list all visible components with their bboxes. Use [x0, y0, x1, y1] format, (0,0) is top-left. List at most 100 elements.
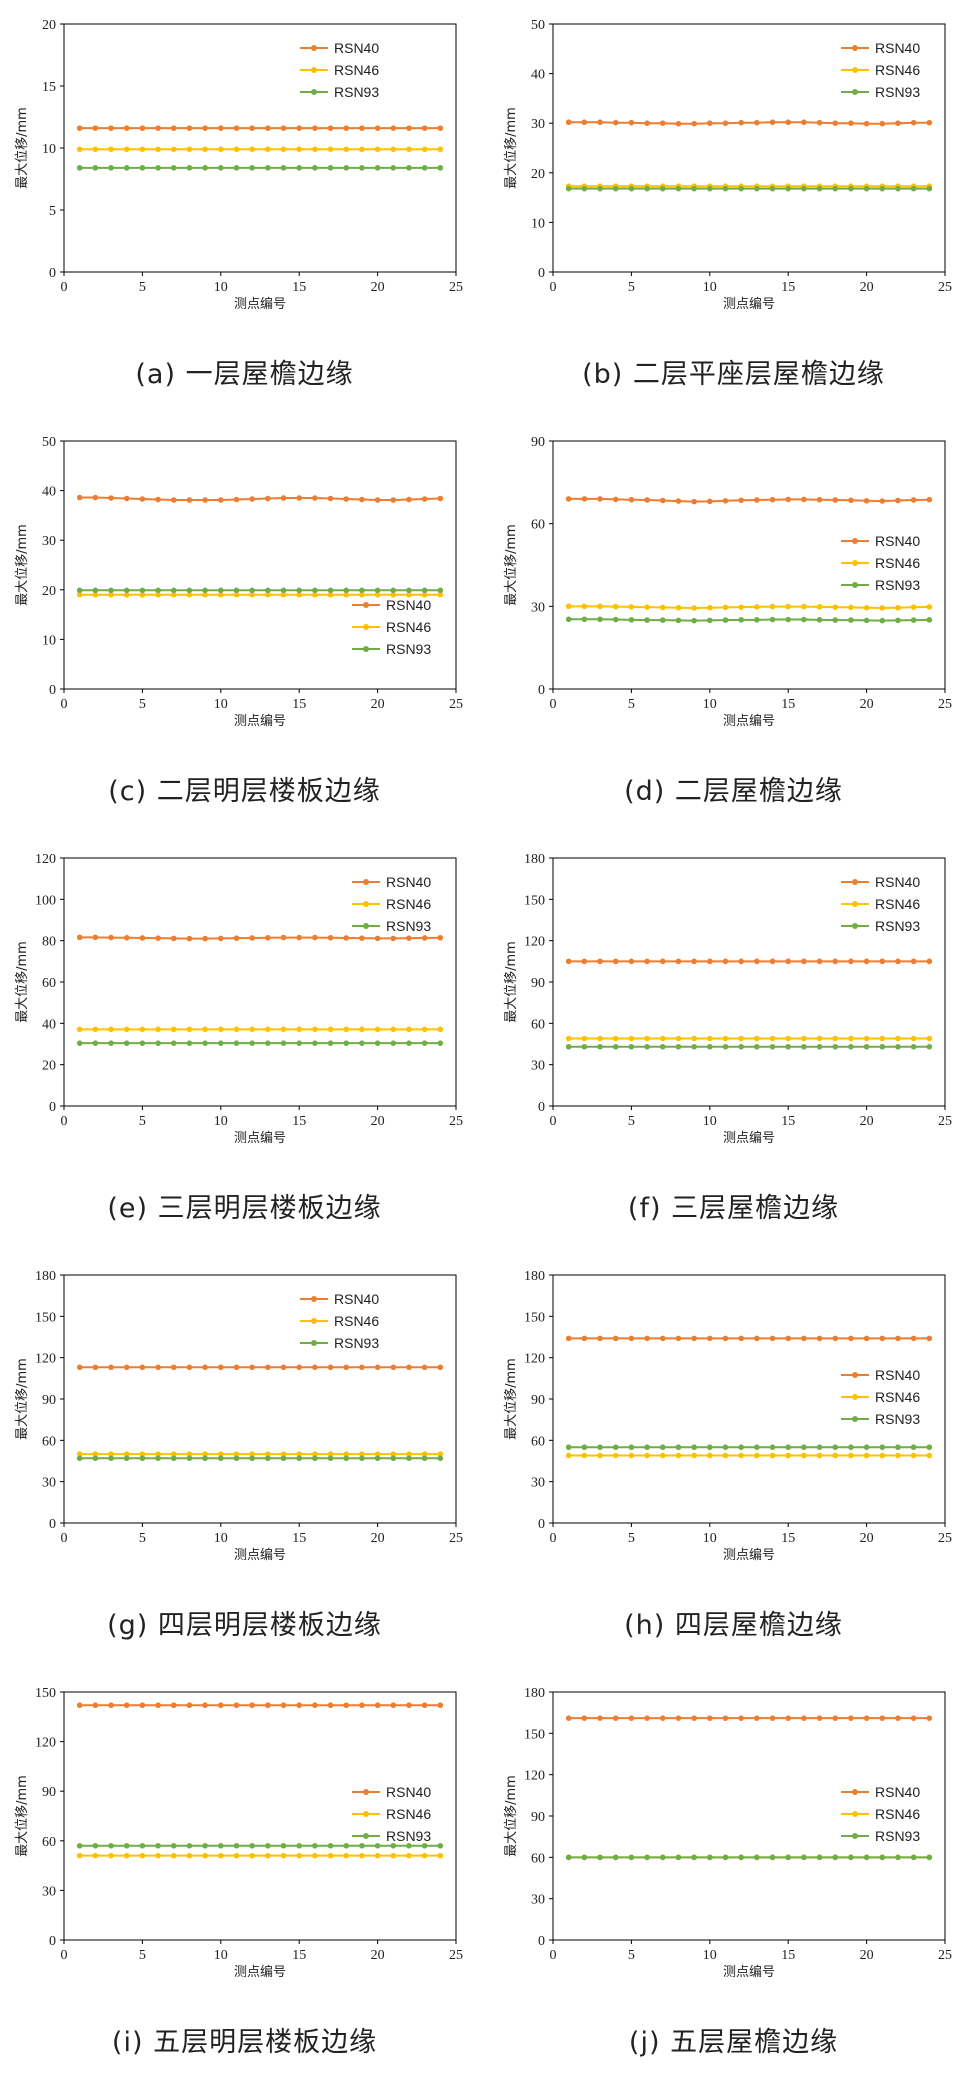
data-point-rsn40: [343, 125, 350, 131]
data-point-rsn93: [359, 165, 365, 171]
data-point-rsn93: [628, 1854, 635, 1861]
data-point-rsn46: [280, 591, 287, 598]
data-point-rsn46: [707, 1452, 713, 1459]
data-point-rsn40: [186, 125, 193, 131]
data-point-rsn40: [233, 496, 240, 503]
data-point-rsn40: [565, 1715, 572, 1721]
data-point-rsn93: [421, 587, 428, 594]
data-point-rsn93: [421, 165, 428, 171]
data-point-rsn46: [123, 1852, 130, 1859]
data-point-rsn46: [785, 1035, 791, 1042]
x-tick-label: 20: [371, 280, 385, 295]
data-point-rsn40: [754, 1335, 760, 1342]
y-tick-label: 30: [531, 600, 545, 615]
data-point-rsn46: [108, 146, 114, 153]
x-tick-label: 0: [61, 1531, 68, 1546]
data-point-rsn93: [390, 1040, 397, 1046]
legend-marker-rsn46: [852, 1394, 858, 1400]
data-point-rsn46: [801, 603, 807, 610]
data-point-rsn40: [628, 119, 635, 126]
data-point-rsn93: [421, 1455, 428, 1462]
data-point-rsn40: [785, 119, 791, 126]
x-tick-label: 10: [703, 1531, 717, 1546]
y-tick-label: 50: [531, 18, 545, 33]
data-point-rsn40: [628, 1715, 635, 1721]
data-point-rsn40: [123, 1702, 130, 1709]
chart-caption: (f) 三层屋檐边缘: [627, 1193, 840, 1224]
data-point-rsn40: [233, 1364, 240, 1371]
data-point-rsn40: [327, 125, 334, 131]
data-point-rsn93: [628, 1043, 635, 1050]
data-point-rsn93: [437, 1842, 444, 1849]
data-point-rsn93: [123, 1040, 130, 1046]
data-point-rsn40: [249, 125, 255, 131]
data-point-rsn46: [265, 1026, 271, 1033]
legend-marker-rsn40: [363, 1789, 369, 1795]
data-point-rsn93: [738, 1444, 744, 1451]
data-point-rsn40: [76, 934, 83, 941]
x-tick-label: 15: [292, 1948, 306, 1963]
chart-svg-e: 0 20 40 60 80 100 120 0 5 10 15 20 25 测点编号 最大位移/mm RSN4…: [15, 852, 463, 1146]
data-point-rsn40: [769, 119, 776, 126]
data-point-rsn93: [421, 1842, 428, 1849]
data-point-rsn40: [421, 1364, 428, 1371]
data-point-rsn46: [343, 146, 350, 153]
data-point-rsn93: [280, 1040, 287, 1046]
legend-label-rsn46: RSN46: [875, 555, 920, 571]
y-tick-label: 60: [531, 1017, 545, 1032]
data-point-rsn46: [265, 591, 271, 598]
data-point-rsn46: [675, 1452, 682, 1459]
legend-label-rsn93: RSN93: [386, 641, 431, 657]
data-point-rsn40: [659, 958, 666, 965]
data-point-rsn40: [108, 495, 114, 501]
chart-caption: (c) 二层明层楼板边缘: [108, 776, 381, 807]
data-point-rsn40: [707, 1335, 713, 1342]
data-point-rsn93: [390, 1842, 397, 1849]
data-point-rsn93: [406, 165, 412, 171]
data-point-rsn46: [754, 1035, 760, 1042]
data-point-rsn46: [801, 1452, 807, 1459]
data-point-rsn46: [249, 1451, 255, 1457]
data-point-rsn40: [863, 120, 870, 127]
y-tick-label: 100: [35, 893, 56, 908]
data-point-rsn93: [92, 165, 99, 171]
data-point-rsn46: [910, 1452, 917, 1459]
data-point-rsn40: [296, 1364, 303, 1371]
data-point-rsn46: [816, 604, 823, 610]
data-point-rsn40: [359, 935, 365, 941]
data-point-rsn93: [879, 1043, 886, 1050]
data-point-rsn93: [327, 587, 334, 594]
data-point-rsn46: [437, 146, 444, 153]
data-point-rsn40: [644, 958, 650, 965]
data-point-rsn93: [644, 1444, 650, 1451]
data-point-rsn46: [139, 1852, 146, 1859]
data-point-rsn40: [296, 495, 303, 501]
data-point-rsn46: [296, 1451, 303, 1457]
legend-marker-rsn40: [852, 45, 858, 51]
data-point-rsn93: [218, 1842, 224, 1849]
data-point-rsn46: [895, 1035, 901, 1042]
data-point-rsn40: [895, 497, 901, 504]
data-point-rsn93: [218, 587, 224, 594]
data-point-rsn93: [816, 1043, 823, 1050]
data-point-rsn40: [390, 935, 397, 942]
data-point-rsn46: [738, 1452, 744, 1459]
data-point-rsn93: [280, 1455, 287, 1462]
data-point-rsn93: [343, 165, 350, 171]
data-point-rsn40: [801, 1715, 807, 1721]
data-point-rsn40: [327, 495, 334, 502]
data-point-rsn93: [312, 165, 318, 171]
data-point-rsn40: [280, 1702, 287, 1709]
data-point-rsn46: [738, 1035, 744, 1042]
data-point-rsn46: [437, 1852, 444, 1859]
data-point-rsn46: [390, 1026, 397, 1033]
data-point-rsn40: [628, 958, 635, 965]
data-point-rsn93: [863, 1444, 870, 1451]
data-point-rsn40: [343, 935, 350, 941]
data-point-rsn40: [280, 1364, 287, 1371]
legend-label-rsn93: RSN93: [875, 84, 920, 100]
data-point-rsn93: [612, 1444, 619, 1451]
data-point-rsn93: [769, 185, 776, 192]
data-point-rsn40: [406, 1702, 412, 1709]
x-tick-label: 0: [550, 697, 557, 712]
